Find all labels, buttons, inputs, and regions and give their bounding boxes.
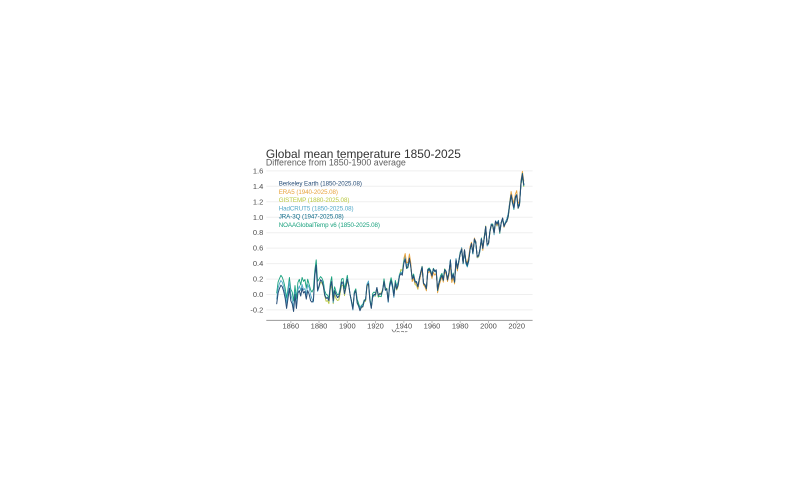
svg-text:1.4: 1.4: [253, 182, 263, 191]
svg-text:1940: 1940: [395, 321, 412, 330]
svg-text:1920: 1920: [367, 321, 384, 330]
svg-text:0.8: 0.8: [253, 228, 263, 237]
svg-text:-0.2: -0.2: [250, 305, 263, 314]
svg-text:GISTEMP (1880-2025.08): GISTEMP (1880-2025.08): [279, 197, 350, 204]
svg-text:1880: 1880: [311, 321, 328, 330]
svg-text:Berkeley Earth (1850-2025.08): Berkeley Earth (1850-2025.08): [279, 181, 362, 188]
svg-text:1980: 1980: [452, 321, 469, 330]
svg-text:1.0: 1.0: [253, 213, 263, 222]
svg-text:NOAAGlobalTemp v6 (1850-2025.0: NOAAGlobalTemp v6 (1850-2025.08): [279, 222, 380, 229]
svg-text:Difference from 1850-1900 aver: Difference from 1850-1900 average: [266, 158, 406, 168]
svg-text:Global mean temperature 1850-2: Global mean temperature 1850-2025: [266, 147, 461, 161]
svg-text:1860: 1860: [282, 321, 299, 330]
svg-text:2020: 2020: [508, 321, 525, 330]
svg-text:1.2: 1.2: [253, 197, 263, 206]
svg-text:0.6: 0.6: [253, 244, 263, 253]
svg-text:2000: 2000: [480, 321, 497, 330]
svg-text:JRA-3Q (1947-2025.08): JRA-3Q (1947-2025.08): [279, 214, 344, 221]
svg-text:HadCRUT5 (1850-2025.08): HadCRUT5 (1850-2025.08): [279, 205, 354, 212]
svg-text:1960: 1960: [424, 321, 441, 330]
svg-text:0.4: 0.4: [253, 259, 263, 268]
svg-text:1900: 1900: [339, 321, 356, 330]
svg-text:ERA5 (1940-2025.08): ERA5 (1940-2025.08): [279, 189, 338, 196]
svg-text:0.2: 0.2: [253, 275, 263, 284]
svg-text:0.0: 0.0: [253, 290, 263, 299]
svg-text:1.6: 1.6: [253, 166, 263, 175]
